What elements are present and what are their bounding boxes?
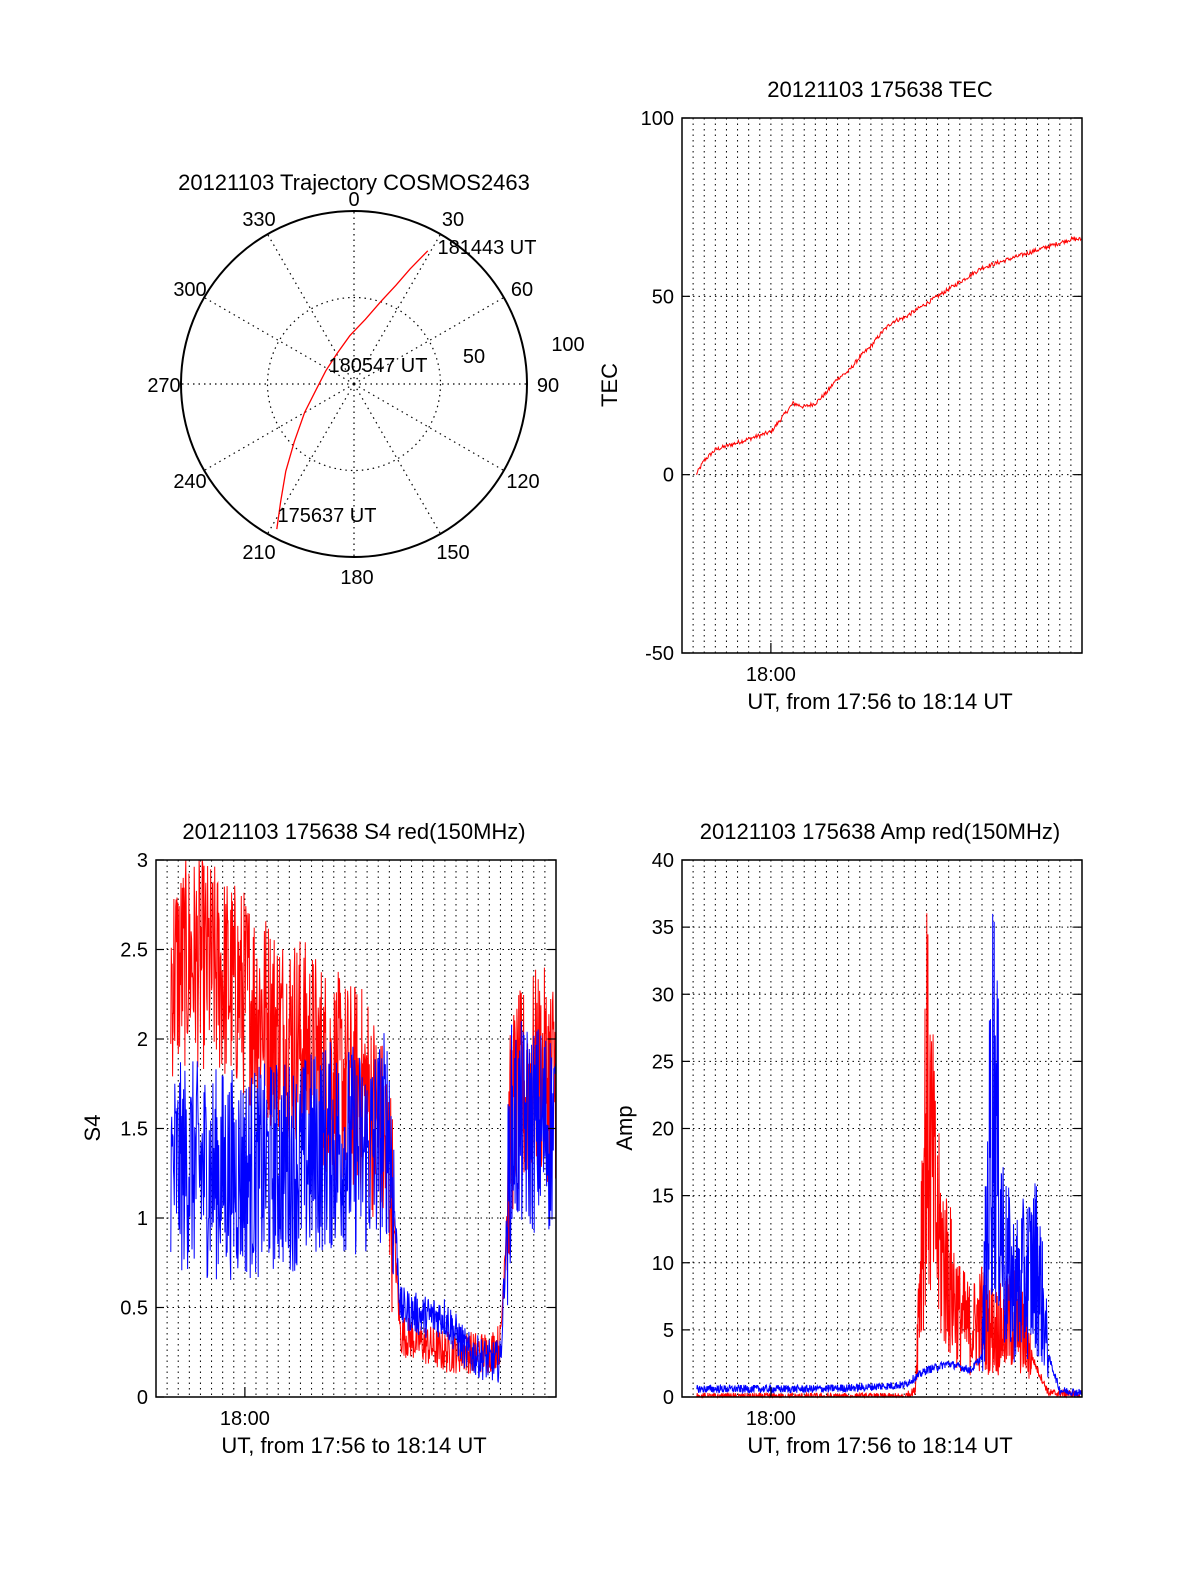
ytick-label: 0 [663,465,674,487]
ytick-label: 5 [663,1320,674,1342]
tec-title: 20121103 175638 TEC [767,77,993,102]
ytick-label: 2.5 [120,940,148,962]
polar-angle-label: 300 [173,279,206,301]
polar-spoke [353,383,442,535]
polar-spoke [353,233,442,385]
polar-angle-label: 150 [436,542,469,564]
polar-series [276,250,429,530]
polar-radial-label: 100 [551,334,584,356]
s4-title: 20121103 175638 S4 red(150MHz) [182,819,525,844]
polar-annotation: 181443 UT [438,237,537,259]
polar-angle-labels: 0 30 60 90 120 150 180 210 240 270 300 330 50 100 [147,189,584,589]
series-line-red [695,235,1082,475]
polar-spoke [353,296,505,385]
ytick-label: 10 [652,1253,674,1275]
polar-angle-label: 0 [348,189,359,211]
series-line-blue [170,1021,557,1383]
series-line-blue [696,913,1082,1398]
polar-spoke [266,233,355,385]
polar-trajectory-line [276,250,429,530]
ytick-label: 20 [652,1119,674,1141]
polar-angle-label: 120 [506,471,539,493]
ytick-label: 40 [652,850,674,872]
ytick-label: 1.5 [120,1119,148,1141]
ytick-label: 2 [137,1029,148,1051]
ytick-label: 1 [137,1208,148,1230]
amp-plot-body: 0 5 10 15 20 25 30 35 40 18:00 [652,850,1083,1430]
ytick-label: 100 [641,108,674,130]
amp-ylabel: Amp [612,1105,637,1150]
xtick-label: 18:00 [220,1408,270,1430]
s4-plot: 20121103 175638 S4 red(150MHz) S4 UT, fr… [80,819,557,1458]
ytick-label: -50 [645,643,674,665]
tec-ylabel: TEC [597,363,622,407]
s4-xlabel: UT, from 17:56 to 18:14 UT [221,1433,486,1458]
series-line-red [696,913,1083,1399]
polar-angle-label: 240 [173,471,206,493]
ytick-label: 3 [137,850,148,872]
xtick-label: 18:00 [746,664,796,686]
tec-plot: 20121103 175638 TEC TEC UT, from 17:56 t… [597,77,1083,714]
polar-angle-label: 30 [442,209,464,231]
polar-spoke [266,383,355,535]
s4-plot-body: 0 0.5 1 1.5 2 2.5 3 18:00 [120,850,557,1430]
polar-spoke [203,383,355,472]
polar-angle-label: 180 [340,567,373,589]
amp-title: 20121103 175638 Amp red(150MHz) [700,819,1060,844]
polar-spoke [353,383,505,472]
polar-grid-circle [266,296,442,472]
polar-annotation: 175637 UT [278,505,377,527]
polar-angle-label: 90 [537,375,559,397]
ytick-label: 25 [652,1051,674,1073]
polar-angle-label: 330 [242,209,275,231]
polar-annotations: 175637 UT 180547 UT 181443 UT [278,237,537,527]
ytick-label: 30 [652,984,674,1006]
polar-angle-label: 210 [242,542,275,564]
amp-plot: 20121103 175638 Amp red(150MHz) Amp UT, … [612,819,1083,1458]
ytick-label: 0 [663,1387,674,1409]
polar-grid [180,210,528,558]
trajectory-polar-plot: 20121103 Trajectory COSMOS2463 0 30 60 90 12… [147,170,584,589]
xtick-label: 18:00 [746,1408,796,1430]
ytick-label: 15 [652,1186,674,1208]
polar-angle-label: 60 [511,279,533,301]
polar-outer-circle [180,210,528,558]
ytick-label: 0.5 [120,1298,148,1320]
ytick-label: 50 [652,286,674,308]
polar-angle-label: 270 [147,375,180,397]
amp-xlabel: UT, from 17:56 to 18:14 UT [747,1433,1012,1458]
polar-radial-label: 50 [463,346,485,368]
trajectory-title: 20121103 Trajectory COSMOS2463 [178,170,530,195]
ytick-label: 35 [652,917,674,939]
ytick-label: 0 [137,1387,148,1409]
plot-frame [681,117,1083,654]
s4-ylabel: S4 [80,1115,105,1142]
polar-spoke [203,296,355,385]
tec-xlabel: UT, from 17:56 to 18:14 UT [747,689,1012,714]
polar-annotation: 180547 UT [329,355,428,377]
tec-plot-body: -50 0 50 100 18:00 [641,108,1083,686]
